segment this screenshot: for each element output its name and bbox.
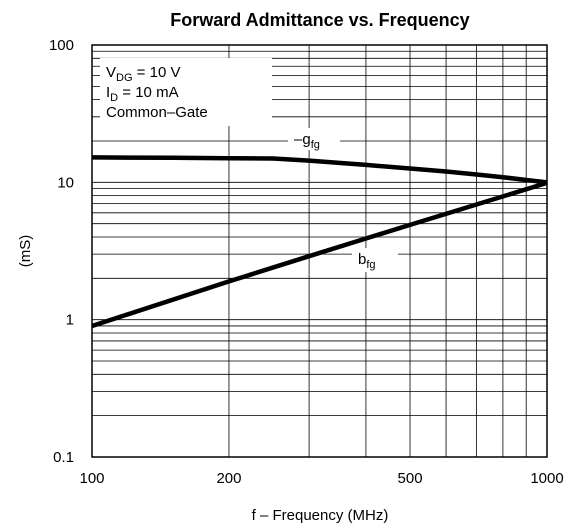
condition-id: ID = 10 mA [106, 84, 179, 104]
y-tick-label: 10 [57, 174, 74, 191]
conditions-box [100, 58, 272, 126]
x-axis-label: f – Frequency (MHz) [252, 507, 389, 524]
chart-title: Forward Admittance vs. Frequency [170, 10, 469, 30]
series-label-bfg: bfg [358, 251, 376, 271]
y-tick-label: 1 [66, 312, 74, 329]
x-tick-label: 100 [79, 470, 104, 487]
x-tick-label: 200 [216, 470, 241, 487]
series-label-gfg: –gfg [294, 131, 320, 151]
grid [92, 45, 547, 457]
x-tick-label: 1000 [530, 470, 563, 487]
y-axis-label: (mS) [17, 235, 34, 268]
series [91, 155, 548, 329]
series-line-0 [91, 155, 548, 185]
condition-config: Common–Gate [106, 104, 208, 121]
x-tick-label: 500 [398, 470, 423, 487]
y-tick-label: 0.1 [53, 449, 74, 466]
y-tick-label: 100 [49, 37, 74, 54]
series-label-gfg-bg [288, 128, 340, 150]
series-line-1 [91, 180, 548, 329]
series-label-bfg-bg [352, 248, 398, 272]
condition-vdg: VDG = 10 V [106, 64, 180, 84]
plot-frame [91, 44, 548, 458]
tick-labels: 100 200 500 1000 0.1 1 10 100 [49, 37, 564, 487]
